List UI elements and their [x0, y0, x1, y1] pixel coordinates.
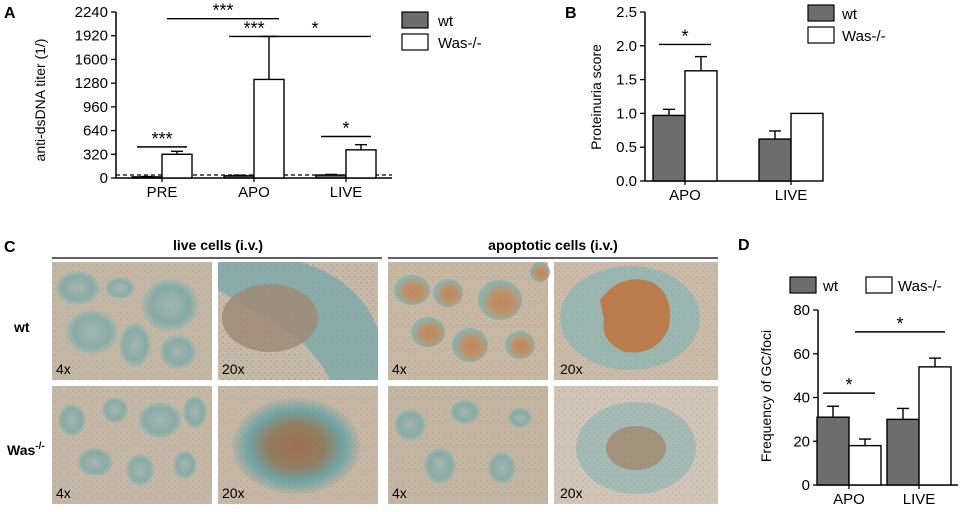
- chart-a-legend: wt Was-/-: [401, 11, 482, 52]
- y-tick-label: 1600: [75, 51, 108, 68]
- significance-marker: *: [896, 314, 903, 334]
- micrograph-wt-live-4x: 4x: [52, 262, 212, 380]
- magnification-label: 4x: [392, 485, 407, 501]
- legend-wt-swatch: [807, 4, 835, 22]
- x-tick-label: LIVE: [330, 184, 363, 201]
- x-tick-label: APO: [669, 187, 701, 204]
- legend-was-label: Was-/-: [898, 278, 942, 295]
- bar-wt-apo: [223, 175, 255, 179]
- magnification-label: 20x: [560, 361, 583, 377]
- micrograph-was-apoptotic-20x: 20x: [554, 386, 718, 504]
- magnification-label: 20x: [222, 361, 245, 377]
- panel-c-histology: live cells (i.v.) apoptotic cells (i.v.)…: [7, 237, 718, 504]
- panel-letter-a: A: [4, 5, 16, 22]
- y-tick-label: 960: [83, 99, 108, 116]
- significance-marker: *: [681, 26, 688, 46]
- micrograph-was-apoptotic-4x: 4x: [388, 386, 548, 504]
- legend-wt-label: wt: [437, 13, 454, 30]
- bar-wt-live: [886, 418, 920, 486]
- chart-d-gc-foci-frequency: Frequency of GC/foci 0 20 40 60 80 APO LIVE * *…: [758, 276, 958, 508]
- bar-was-apo: [253, 78, 285, 179]
- legend-was-swatch: [865, 276, 893, 294]
- significance-marker: *: [342, 119, 349, 139]
- legend-was-swatch: [807, 26, 835, 44]
- legend-wt-label: wt: [822, 278, 839, 295]
- y-tick-label: 640: [83, 123, 108, 140]
- y-tick-label: 2.0: [616, 38, 637, 55]
- significance-marker: ***: [151, 129, 172, 149]
- row-label-was: Was-/-: [7, 441, 45, 458]
- micrograph-wt-apoptotic-4x: 4x: [388, 262, 550, 380]
- legend-was-label: Was-/-: [842, 28, 886, 45]
- significance-marker: ***: [243, 18, 264, 38]
- magnification-label: 20x: [560, 485, 583, 501]
- x-tick-label: APO: [238, 184, 270, 201]
- y-tick-label: 80: [793, 302, 810, 319]
- magnification-label: 4x: [56, 361, 71, 377]
- bar-was-apo: [848, 444, 882, 486]
- y-tick-label: 2240: [75, 4, 108, 21]
- legend-wt-swatch: [401, 11, 429, 29]
- y-tick-label: 60: [793, 346, 810, 363]
- significance-marker: *: [311, 18, 318, 38]
- bar-was-pre: [161, 153, 193, 179]
- row-label-wt: wt: [13, 319, 30, 335]
- micrograph-was-live-20x: 20x: [218, 386, 378, 504]
- legend-was-label: Was-/-: [438, 35, 482, 52]
- chart-b-legend: wt Was-/-: [807, 4, 886, 45]
- x-tick-label: LIVE: [775, 187, 808, 204]
- chart-a-anti-dsdna-titer: anti-dsDNA titer (1/) 0 320 640 960 1280 1600…: [32, 1, 482, 201]
- panel-letter-c: C: [4, 239, 16, 256]
- bar-wt-apo: [652, 114, 686, 182]
- chart-a-y-axis-label: anti-dsDNA titer (1/): [32, 39, 48, 162]
- header-live-cells: live cells (i.v.): [173, 237, 263, 253]
- bar-wt-live: [758, 138, 792, 182]
- bar-wt-live: [315, 174, 347, 179]
- y-tick-label: 1280: [75, 75, 108, 92]
- legend-wt-label: wt: [841, 6, 858, 23]
- bar-was-live: [790, 112, 824, 182]
- chart-d-y-axis-label: Frequency of GC/foci: [758, 330, 774, 462]
- y-tick-label: 0.0: [616, 173, 637, 190]
- significance-marker: *: [845, 375, 852, 395]
- panel-letter-b: B: [565, 5, 577, 22]
- significance-marker: ***: [212, 1, 233, 21]
- micrograph-wt-live-20x: 20x: [218, 262, 378, 380]
- magnification-label: 4x: [56, 485, 71, 501]
- bar-was-live: [345, 149, 377, 179]
- y-tick-label: 320: [83, 146, 108, 163]
- micrograph-was-live-4x: 4x: [52, 386, 212, 504]
- x-tick-label: LIVE: [903, 491, 936, 508]
- y-tick-label: 0.5: [616, 139, 637, 156]
- y-tick-label: 0: [802, 477, 810, 494]
- y-tick-label: 1.5: [616, 72, 637, 89]
- bar-wt-apo: [816, 416, 850, 486]
- y-tick-label: 20: [793, 433, 810, 450]
- y-tick-label: 40: [793, 390, 810, 407]
- chart-b-proteinuria-score: Proteinuria score 0.0 0.5 1.0 1.5 2.0 2.5 APO L…: [588, 4, 886, 204]
- bar-was-apo: [684, 70, 718, 182]
- x-tick-label: APO: [833, 491, 865, 508]
- magnification-label: 4x: [392, 361, 407, 377]
- y-tick-label: 1920: [75, 28, 108, 45]
- y-tick-label: 2.5: [616, 4, 637, 21]
- legend-was-swatch: [401, 33, 429, 51]
- x-tick-label: PRE: [147, 184, 178, 201]
- y-tick-label: 0: [100, 170, 108, 187]
- y-tick-label: 1.0: [616, 105, 637, 122]
- bar-was-live: [918, 366, 952, 486]
- chart-d-legend: wt Was-/-: [789, 276, 942, 295]
- legend-wt-swatch: [789, 276, 817, 294]
- chart-b-y-axis-label: Proteinuria score: [588, 44, 604, 150]
- micrograph-wt-apoptotic-20x: 20x: [554, 262, 718, 380]
- panel-letter-d: D: [738, 237, 750, 254]
- magnification-label: 20x: [222, 485, 245, 501]
- header-apoptotic-cells: apoptotic cells (i.v.): [488, 237, 618, 253]
